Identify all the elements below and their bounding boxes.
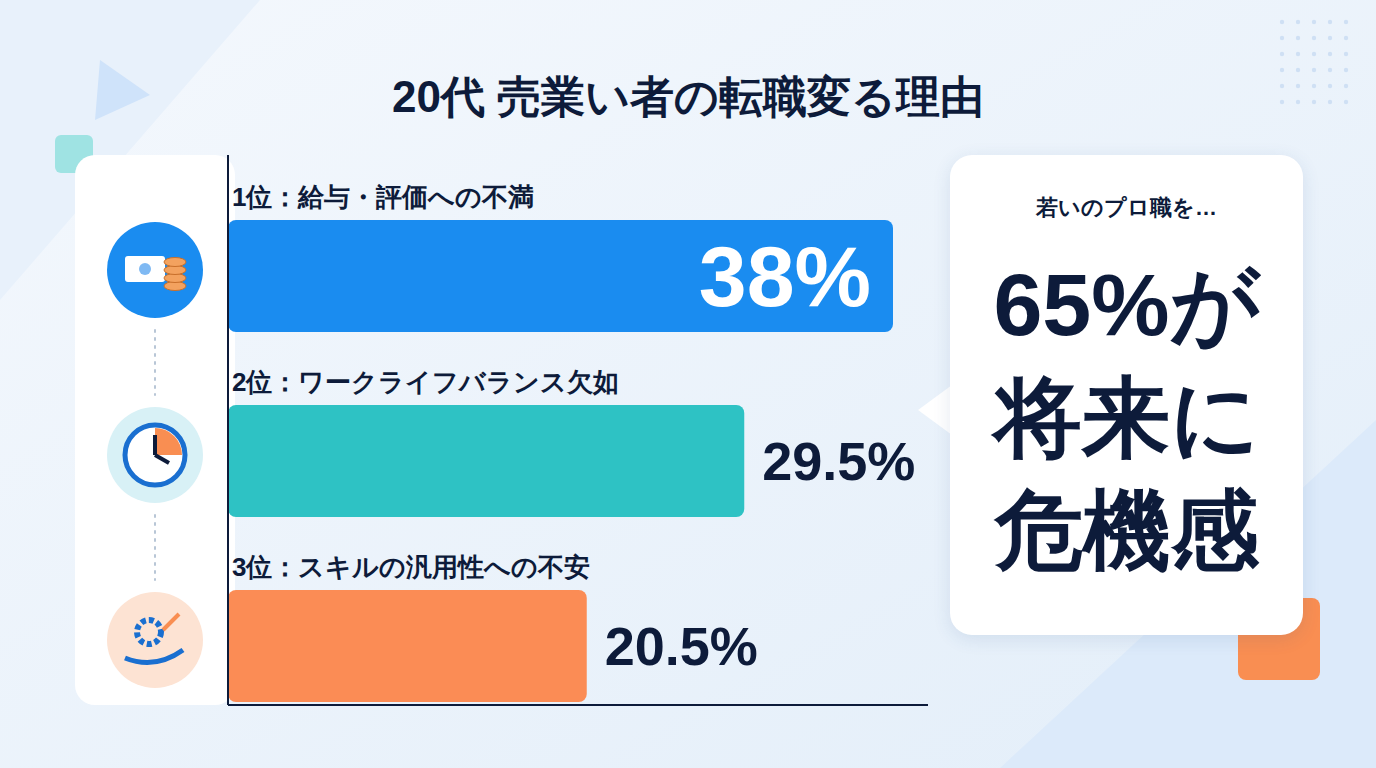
bg-dot — [1312, 100, 1316, 104]
icon-hand — [125, 650, 183, 663]
icon-arrow — [163, 614, 179, 630]
bar — [228, 220, 893, 332]
callout-subtitle: 若いのプロ職を… — [950, 195, 1303, 221]
icon-connector — [154, 330, 156, 395]
bg-dot — [1296, 68, 1300, 72]
icon-connector — [154, 515, 156, 580]
bg-dot — [1296, 20, 1300, 24]
icon-clock-sector — [155, 428, 182, 455]
bg-dot — [1280, 52, 1284, 56]
y-axis-line — [227, 155, 229, 705]
bg-dot — [1344, 100, 1348, 104]
callout-card: 若いのプロ職を… 65%が将来に危機感 — [950, 155, 1303, 635]
bg-dot — [1296, 100, 1300, 104]
category-label: 3位：スキルの汎用性への不安 — [232, 552, 590, 582]
bg-dot — [1280, 100, 1284, 104]
icon-gear — [137, 620, 161, 644]
bar — [228, 405, 744, 517]
bg-dot — [1344, 36, 1348, 40]
data-label: 38% — [699, 228, 871, 324]
bg-dot — [1328, 100, 1332, 104]
icon-clock-hand — [155, 455, 169, 463]
icon-circle — [107, 222, 203, 318]
bar — [228, 590, 587, 702]
bg-dot — [1328, 68, 1332, 72]
bg-dot — [1280, 20, 1284, 24]
bg-dot — [1328, 84, 1332, 88]
icon-clock — [125, 425, 185, 485]
bg-dot — [1328, 20, 1332, 24]
x-axis-line — [228, 704, 928, 706]
bg-dot — [1296, 84, 1300, 88]
bg-dot — [1328, 36, 1332, 40]
bg-dot — [1312, 52, 1316, 56]
background — [0, 0, 1376, 768]
bg-triangle — [95, 60, 150, 120]
icon-bill — [125, 256, 165, 282]
icon-panel — [75, 155, 235, 705]
category-label: 1位：給与・評価への不満 — [232, 182, 534, 212]
bg-dot — [1312, 68, 1316, 72]
bg-dot — [1328, 52, 1332, 56]
data-label: 29.5% — [762, 431, 915, 491]
icon-circle — [107, 592, 203, 688]
bg-dot — [1280, 84, 1284, 88]
bg-dot — [1344, 84, 1348, 88]
bg-dot — [1312, 84, 1316, 88]
bg-dot — [1312, 20, 1316, 24]
bg-dot — [1280, 36, 1284, 40]
chart-title: 20代 売業い者の転職変る理由 — [392, 72, 984, 121]
bg-dot — [1296, 52, 1300, 56]
callout-pointer — [918, 385, 952, 435]
bg-dot — [1344, 68, 1348, 72]
bg-dot — [1280, 68, 1284, 72]
icon-circle — [107, 407, 203, 503]
bg-dot — [1296, 36, 1300, 40]
callout-headline: 65%が将来に危機感 — [967, 249, 1287, 587]
bg-dot — [1312, 36, 1316, 40]
icon-clock-hand — [153, 435, 157, 455]
data-label: 20.5% — [605, 616, 758, 676]
bg-dot — [1344, 52, 1348, 56]
page: {"chart_data": {"type": "bar", "orientat… — [0, 0, 1376, 768]
category-label: 2位：ワークライフバランス欠如 — [232, 367, 619, 397]
bg-dot — [1344, 20, 1348, 24]
icon-bill-mark — [139, 263, 151, 275]
icon-coin — [164, 258, 186, 267]
